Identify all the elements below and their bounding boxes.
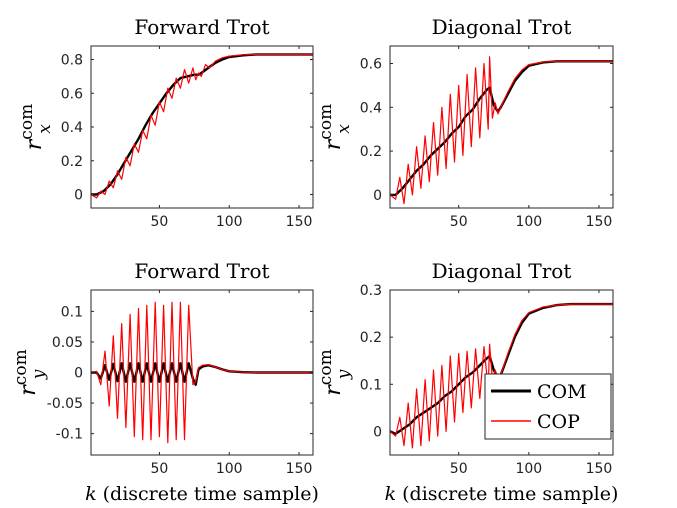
panel-1: Forward Trot 50 100 150 0 0.2 0.4 0.6 0.8 rcomx	[17, 15, 314, 230]
y-axis-label-superscript: com	[17, 104, 37, 140]
y-tick-label: 0.05	[52, 335, 83, 351]
plot-frame	[389, 45, 614, 209]
y-tick-label: 0	[373, 424, 382, 440]
series-line-cop	[390, 56, 613, 205]
plot-frame	[90, 45, 314, 209]
y-tick-label: 0.6	[61, 86, 83, 102]
x-axis-label: k (discrete time sample)	[85, 483, 319, 505]
x-axis-label-symbol: k	[385, 483, 397, 505]
x-tick-label: 50	[151, 461, 169, 477]
y-tick-label: 0.6	[360, 57, 382, 73]
y-axis-label-superscript: com	[11, 349, 31, 385]
y-tick-label: 0.3	[360, 283, 382, 299]
y-axis-label-superscript: com	[316, 349, 336, 385]
series-line-cop	[390, 303, 613, 449]
series-line-cop	[91, 53, 313, 199]
y-tick-label: 0	[74, 366, 83, 382]
x-tick-label: 100	[515, 214, 542, 230]
legend-label-cop: COP	[537, 411, 580, 433]
y-tick-label: 0.4	[360, 100, 382, 116]
x-tick-label: 100	[216, 214, 243, 230]
x-tick-label: 150	[586, 214, 613, 230]
plot-frame	[389, 289, 614, 456]
panel-title: Diagonal Trot	[432, 259, 572, 283]
x-axis-label-text: (discrete time sample)	[396, 483, 618, 505]
series-line-cop	[91, 301, 313, 444]
y-tick-label: 0	[74, 188, 83, 204]
y-axis-label-subscript: x	[35, 124, 55, 134]
panel-title: Forward Trot	[134, 15, 269, 39]
y-tick-label: 0.4	[61, 120, 83, 136]
x-tick-label: 100	[515, 461, 542, 477]
y-axis-label: rcomx	[17, 104, 55, 150]
x-tick-label: 50	[450, 461, 468, 477]
y-tick-label: -0.1	[56, 427, 83, 443]
panel-4: Diagonal Trot 50 100 150 0 0.1 0.2 0.3 rcomy k (d…	[316, 259, 618, 505]
legend: COM COP	[484, 373, 612, 440]
y-tick-label: 0.1	[61, 304, 83, 320]
x-tick-label: 100	[216, 461, 243, 477]
y-axis-label-symbol: r	[16, 384, 41, 396]
x-tick-label: 50	[450, 214, 468, 230]
y-axis-label-symbol: r	[321, 384, 346, 396]
x-axis-label: k (discrete time sample)	[385, 483, 619, 505]
y-tick-label: -0.05	[47, 396, 83, 412]
y-axis-label-superscript: com	[316, 104, 336, 140]
x-tick-label: 50	[151, 214, 169, 230]
y-axis-label: rcomx	[316, 104, 354, 150]
x-tick-label: 150	[286, 214, 313, 230]
y-axis-label-subscript: y	[29, 369, 49, 380]
panel-title: Forward Trot	[134, 259, 269, 283]
legend-label-com: COM	[537, 381, 587, 403]
y-tick-label: 0.2	[61, 154, 83, 170]
y-tick-label: 0.1	[360, 377, 382, 393]
y-tick-label: 0.2	[360, 330, 382, 346]
y-axis-label-subscript: x	[334, 124, 354, 134]
panel-2: Diagonal Trot 50 100 150 0 0.2 0.4 0.6 rcomx	[316, 15, 614, 230]
panel-title: Diagonal Trot	[432, 15, 572, 39]
x-axis-label-symbol: k	[85, 483, 97, 505]
y-tick-label: 0	[373, 188, 382, 204]
y-tick-label: 0.8	[61, 53, 83, 69]
y-axis-label: rcomy	[11, 349, 49, 395]
x-tick-label: 150	[286, 461, 313, 477]
y-axis-label-subscript: y	[334, 369, 354, 380]
y-axis-label-symbol: r	[321, 138, 346, 150]
panel-3: Forward Trot 50 100 150 -0.1 -0.05 0 0.05 0.1 rco…	[11, 259, 319, 505]
y-tick-label: 0.2	[360, 144, 382, 160]
legend-box	[484, 373, 612, 440]
x-tick-label: 150	[586, 461, 613, 477]
series-line-com	[390, 60, 613, 197]
y-axis-label-symbol: r	[22, 138, 47, 150]
y-axis-label: rcomy	[316, 349, 354, 395]
x-axis-label-text: (discrete time sample)	[97, 483, 319, 505]
